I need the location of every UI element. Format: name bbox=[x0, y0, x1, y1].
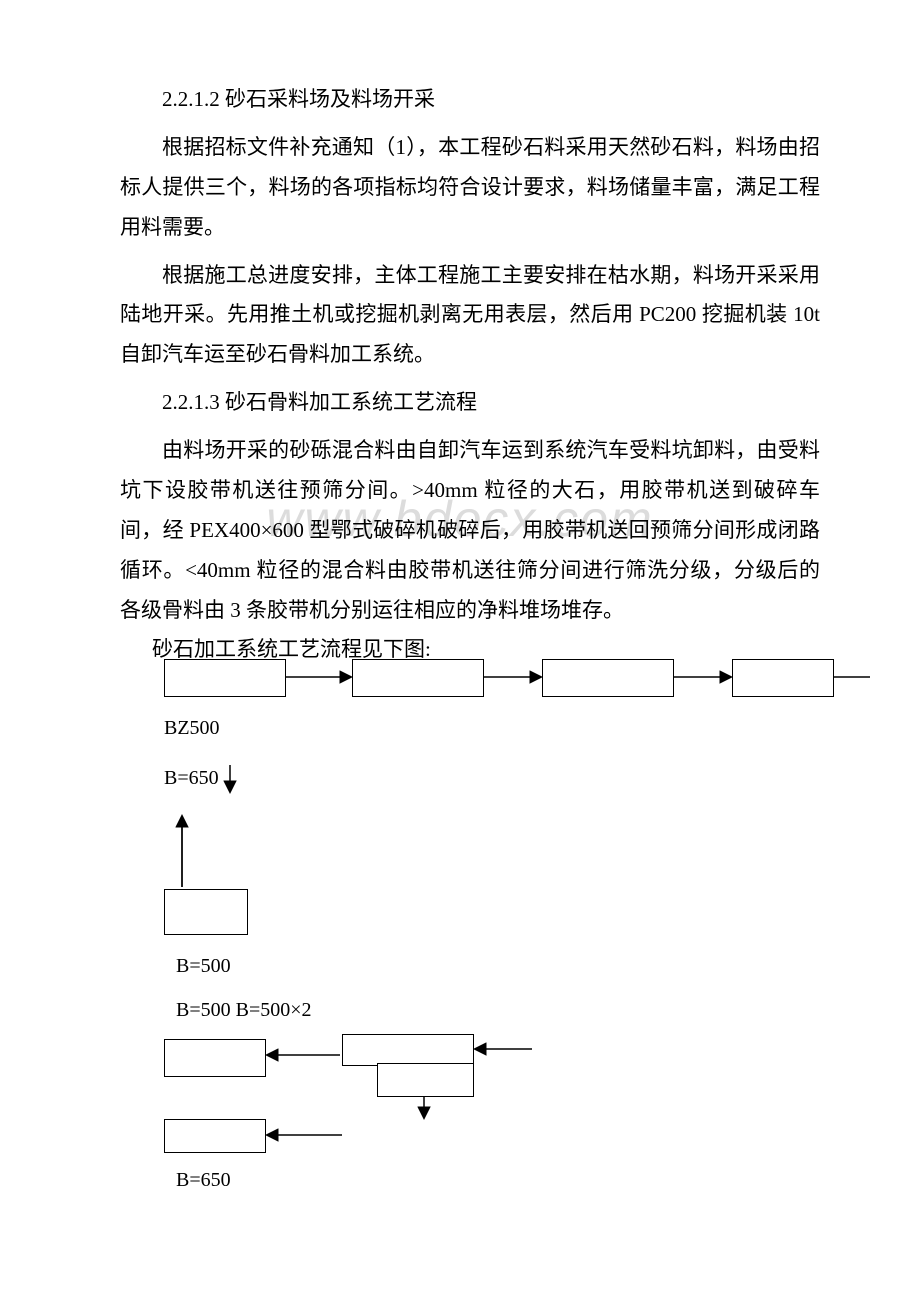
flow-box bbox=[164, 889, 248, 935]
flow-box bbox=[352, 659, 484, 697]
flow-box bbox=[164, 1119, 266, 1153]
paragraph-3: 由料场开采的砂砾混合料由自卸汽车运到系统汽车受料坑卸料，由受料坑下设胶带机送往预… bbox=[120, 431, 820, 630]
flow-box bbox=[342, 1034, 474, 1066]
label-bz500: BZ500 bbox=[164, 717, 220, 740]
document-body: 2.2.1.2 砂石采料场及料场开采 根据招标文件补充通知（1），本工程砂石料采… bbox=[120, 80, 820, 1209]
label-b500x2: B=500 B=500×2 bbox=[176, 999, 312, 1022]
label-b650-2: B=650 bbox=[176, 1169, 231, 1192]
flow-box bbox=[732, 659, 834, 697]
flow-box bbox=[377, 1063, 474, 1097]
heading-2-2-1-2: 2.2.1.2 砂石采料场及料场开采 bbox=[120, 80, 820, 120]
flow-box bbox=[542, 659, 674, 697]
flow-box bbox=[164, 659, 286, 697]
heading-2-2-1-3: 2.2.1.3 砂石骨料加工系统工艺流程 bbox=[120, 383, 820, 423]
label-b500: B=500 bbox=[176, 955, 231, 978]
flow-diagram: 砂石加工系统工艺流程见下图: bbox=[152, 639, 820, 1209]
heading-text: 2.2.1.3 砂石骨料加工系统工艺流程 bbox=[162, 390, 477, 414]
flow-box bbox=[164, 1039, 266, 1077]
heading-text: 2.2.1.2 砂石采料场及料场开采 bbox=[162, 87, 435, 111]
label-b650: B=650 bbox=[164, 767, 219, 790]
paragraph-1: 根据招标文件补充通知（1），本工程砂石料采用天然砂石料，料场由招标人提供三个，料… bbox=[120, 128, 820, 248]
paragraph-2: 根据施工总进度安排，主体工程施工主要安排在枯水期，料场开采采用陆地开采。先用推土… bbox=[120, 256, 820, 376]
